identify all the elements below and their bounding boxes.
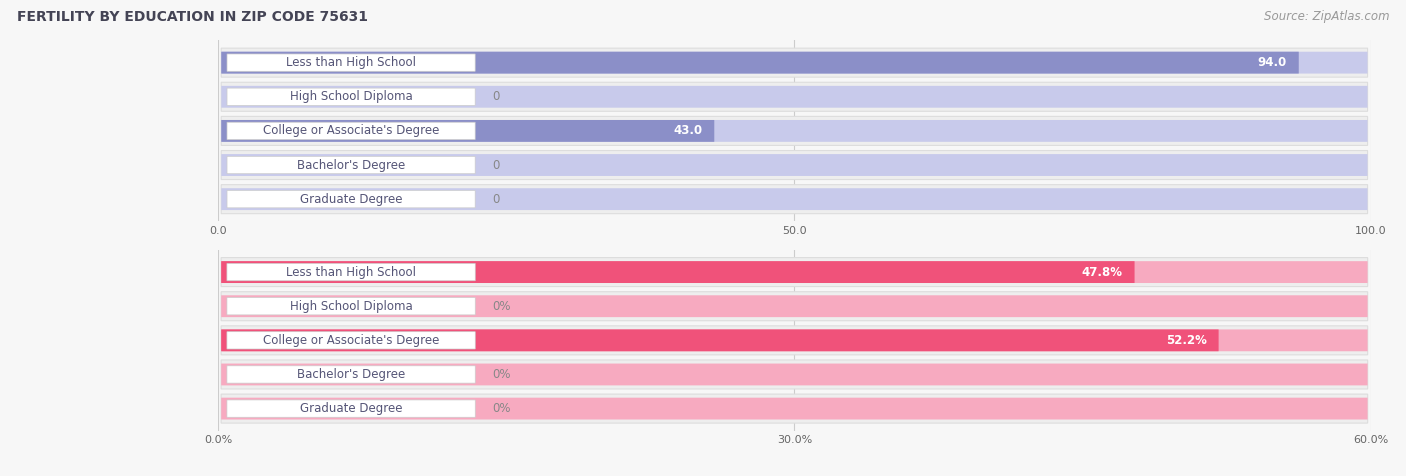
Text: Graduate Degree: Graduate Degree	[299, 193, 402, 206]
Text: 43.0: 43.0	[673, 124, 703, 138]
FancyBboxPatch shape	[221, 394, 1368, 423]
FancyBboxPatch shape	[221, 329, 1368, 351]
FancyBboxPatch shape	[221, 261, 1135, 283]
FancyBboxPatch shape	[226, 366, 475, 383]
FancyBboxPatch shape	[221, 86, 1368, 108]
FancyBboxPatch shape	[221, 292, 1368, 321]
FancyBboxPatch shape	[221, 52, 1299, 74]
Text: 0%: 0%	[492, 300, 510, 313]
Text: Less than High School: Less than High School	[285, 56, 416, 69]
FancyBboxPatch shape	[221, 364, 1368, 386]
FancyBboxPatch shape	[221, 258, 1368, 287]
Text: 94.0: 94.0	[1258, 56, 1286, 69]
Text: College or Associate's Degree: College or Associate's Degree	[263, 124, 439, 138]
FancyBboxPatch shape	[221, 360, 1368, 389]
FancyBboxPatch shape	[226, 190, 475, 208]
FancyBboxPatch shape	[221, 326, 1368, 355]
FancyBboxPatch shape	[221, 120, 714, 142]
Text: Bachelor's Degree: Bachelor's Degree	[297, 368, 405, 381]
Text: 0: 0	[492, 90, 499, 103]
Text: 0: 0	[492, 193, 499, 206]
FancyBboxPatch shape	[221, 154, 1368, 176]
FancyBboxPatch shape	[221, 185, 1368, 214]
FancyBboxPatch shape	[221, 117, 1368, 145]
FancyBboxPatch shape	[221, 295, 1368, 317]
Text: 0: 0	[492, 159, 499, 171]
Text: High School Diploma: High School Diploma	[290, 300, 412, 313]
FancyBboxPatch shape	[226, 400, 475, 417]
FancyBboxPatch shape	[226, 263, 475, 281]
Text: Bachelor's Degree: Bachelor's Degree	[297, 159, 405, 171]
FancyBboxPatch shape	[221, 48, 1368, 77]
FancyBboxPatch shape	[221, 188, 1368, 210]
Text: 0%: 0%	[492, 368, 510, 381]
FancyBboxPatch shape	[226, 298, 475, 315]
FancyBboxPatch shape	[226, 157, 475, 174]
Text: Less than High School: Less than High School	[285, 266, 416, 278]
FancyBboxPatch shape	[226, 54, 475, 71]
Text: 0%: 0%	[492, 402, 510, 415]
Text: High School Diploma: High School Diploma	[290, 90, 412, 103]
Text: 47.8%: 47.8%	[1081, 266, 1123, 278]
FancyBboxPatch shape	[226, 122, 475, 139]
FancyBboxPatch shape	[221, 329, 1219, 351]
FancyBboxPatch shape	[221, 120, 1368, 142]
FancyBboxPatch shape	[226, 332, 475, 349]
FancyBboxPatch shape	[221, 82, 1368, 111]
Text: Source: ZipAtlas.com: Source: ZipAtlas.com	[1264, 10, 1389, 22]
Text: College or Associate's Degree: College or Associate's Degree	[263, 334, 439, 347]
FancyBboxPatch shape	[221, 397, 1368, 419]
FancyBboxPatch shape	[226, 88, 475, 105]
FancyBboxPatch shape	[221, 261, 1368, 283]
Text: Graduate Degree: Graduate Degree	[299, 402, 402, 415]
Text: 52.2%: 52.2%	[1166, 334, 1206, 347]
Text: FERTILITY BY EDUCATION IN ZIP CODE 75631: FERTILITY BY EDUCATION IN ZIP CODE 75631	[17, 10, 368, 23]
FancyBboxPatch shape	[221, 150, 1368, 179]
FancyBboxPatch shape	[221, 52, 1368, 74]
